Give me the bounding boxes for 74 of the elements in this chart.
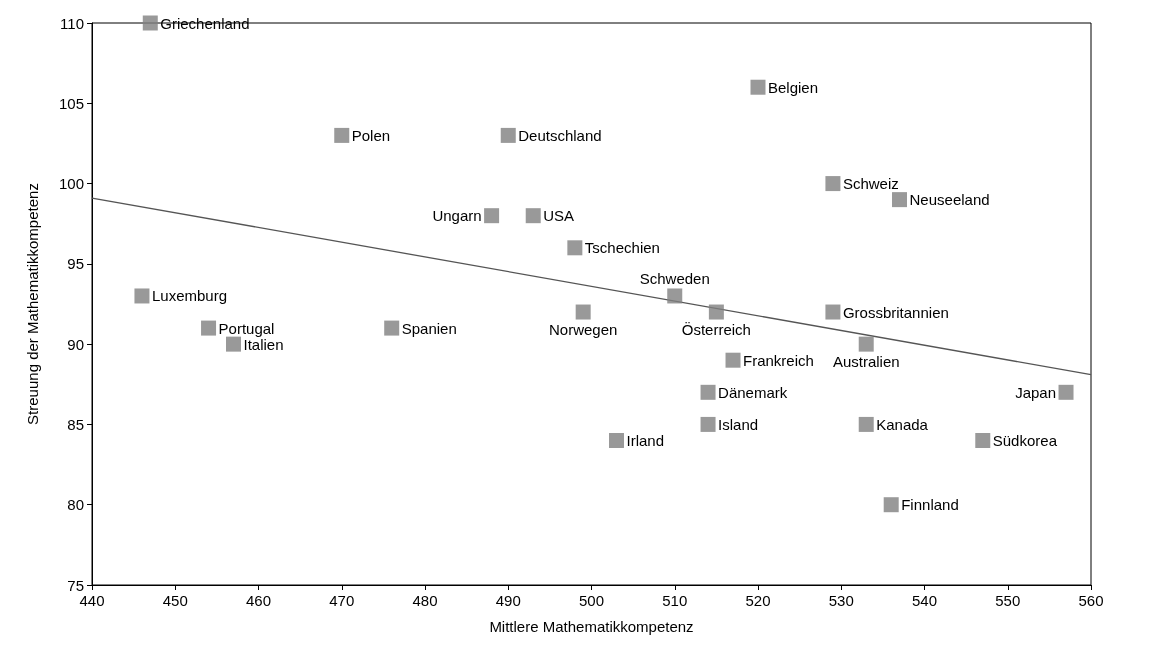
- annotation: Island: [718, 415, 759, 433]
- x-tick-label: 510: [662, 592, 688, 609]
- annotation: Polen: [351, 126, 391, 144]
- point: [1058, 384, 1074, 400]
- annotation: Norwegen: [548, 321, 618, 339]
- point: [500, 127, 516, 143]
- annotation: Belgien: [768, 78, 819, 96]
- y-tick-label: 105: [58, 94, 84, 112]
- y-tick-label: 80: [67, 496, 84, 514]
- x-tick-label: 450: [162, 592, 188, 609]
- x-tick-label: 440: [79, 592, 105, 609]
- y-tick-label: 95: [67, 255, 84, 273]
- annotation: Irland: [626, 431, 665, 449]
- point: [525, 208, 541, 224]
- point: [134, 288, 150, 304]
- point: [975, 432, 991, 448]
- y-tick-label: 90: [67, 335, 84, 353]
- y-tick-label: 75: [67, 576, 84, 594]
- annotation: Tschechien: [584, 239, 660, 257]
- annotation: Finnland: [901, 496, 959, 514]
- annotation: Deutschland: [518, 126, 602, 144]
- point: [484, 208, 500, 224]
- x-tick-label: 540: [911, 592, 938, 609]
- annotation: Japan: [1015, 383, 1057, 401]
- x-tick-label: 560: [1078, 592, 1104, 609]
- x-tick-label: 520: [745, 592, 771, 609]
- x-tick-label: 500: [578, 592, 605, 609]
- x-tick-label: 460: [245, 592, 272, 609]
- point: [750, 79, 766, 95]
- point: [700, 416, 716, 432]
- point: [575, 304, 591, 320]
- x-tick-label: 470: [329, 592, 355, 609]
- annotation: Schweiz: [842, 175, 899, 193]
- x-axis-title: Mittlere Mathematikkompetenz: [489, 618, 694, 635]
- y-tick-label: 85: [67, 415, 84, 433]
- point: [334, 127, 350, 143]
- point: [892, 192, 908, 208]
- annotation: Grossbritannien: [842, 303, 949, 321]
- y-tick-label: 110: [60, 14, 84, 32]
- y-tick-label: 100: [58, 175, 84, 193]
- annotation: Neuseeland: [909, 191, 990, 209]
- x-tick-label: 550: [995, 592, 1021, 609]
- point: [825, 176, 841, 192]
- point: [608, 432, 624, 448]
- x-tick-label: 490: [495, 592, 521, 609]
- x-tick-label: 530: [828, 592, 854, 609]
- point: [667, 288, 683, 304]
- annotation: Luxemburg: [151, 287, 227, 305]
- point: [725, 352, 741, 368]
- annotation: Südkorea: [992, 431, 1058, 449]
- point: [708, 304, 724, 320]
- point: [201, 320, 217, 336]
- annotation: Portugal: [218, 319, 275, 337]
- annotation: Schweden: [639, 269, 710, 287]
- point: [226, 336, 242, 352]
- x-tick-label: 480: [412, 592, 438, 609]
- annotation: Australien: [832, 353, 900, 371]
- annotation: Österreich: [681, 321, 751, 339]
- point: [384, 320, 400, 336]
- annotation: Frankreich: [743, 351, 814, 369]
- point: [700, 384, 716, 400]
- annotation: Spanien: [401, 319, 457, 337]
- annotation: Dänemark: [718, 383, 788, 401]
- y-axis-title: Streuung der Mathematikkompetenz: [24, 183, 41, 425]
- point: [883, 497, 899, 513]
- annotation: USA: [543, 207, 575, 225]
- point: [858, 416, 874, 432]
- point: [567, 240, 583, 256]
- annotation: Kanada: [876, 415, 929, 433]
- annotation: Ungarn: [432, 207, 482, 225]
- point: [858, 336, 874, 352]
- annotation: Griechenland: [160, 14, 250, 32]
- point: [825, 304, 841, 320]
- point: [142, 15, 158, 31]
